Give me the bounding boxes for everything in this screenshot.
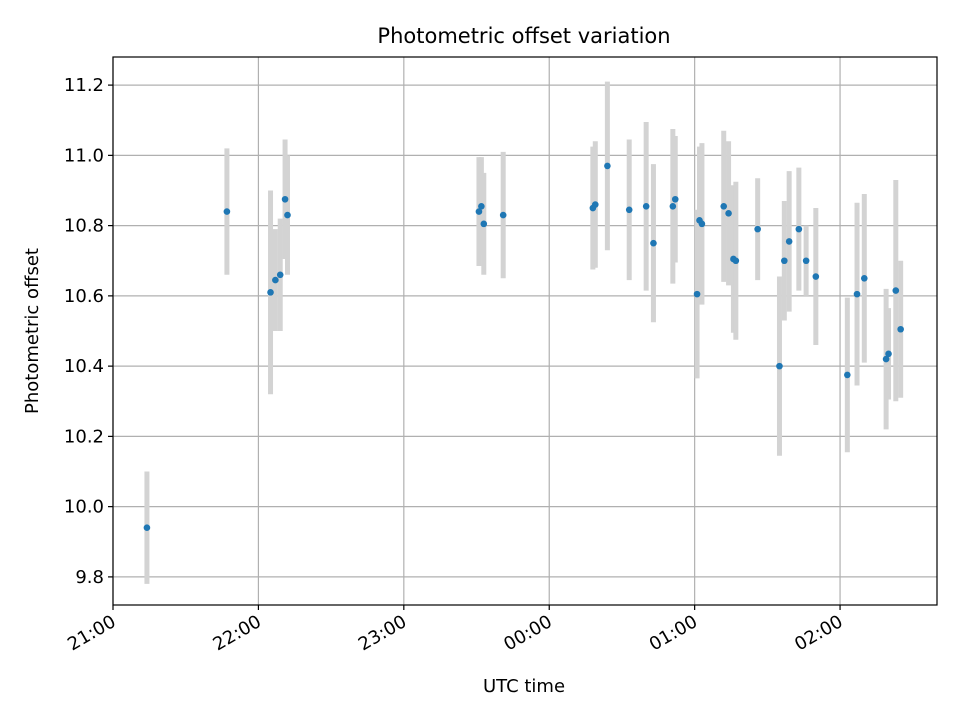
y-tick-label: 10.6 <box>64 286 104 307</box>
data-point <box>223 208 231 215</box>
data-point <box>860 275 868 282</box>
data-point <box>604 162 611 170</box>
y-tick-label: 10.8 <box>64 216 104 237</box>
data-point <box>892 287 900 294</box>
data-point <box>795 225 803 233</box>
data-point <box>650 239 657 247</box>
data-point <box>625 206 633 214</box>
data-point <box>143 524 151 532</box>
data-point <box>882 355 890 363</box>
data-point <box>671 195 679 203</box>
chart-title: Photometric offset variation <box>377 24 670 48</box>
y-tick-label: 10.2 <box>64 426 104 447</box>
data-point <box>478 202 485 210</box>
data-point <box>732 257 740 265</box>
data-point <box>785 238 793 245</box>
y-tick-label: 11.0 <box>64 145 104 166</box>
data-point <box>276 271 284 279</box>
data-point <box>284 211 291 219</box>
y-tick-label: 9.8 <box>75 567 104 588</box>
y-axis-label: Photometric offset <box>22 248 43 414</box>
data-point <box>776 362 783 370</box>
data-point <box>693 290 701 298</box>
data-point <box>720 202 728 210</box>
data-point <box>642 202 650 210</box>
data-points <box>143 162 904 532</box>
x-axis: 21:00 22:00 23:00 00:00 01:00 02:00 <box>64 605 847 655</box>
x-tick-label: 00:00 <box>500 611 555 655</box>
y-tick-label: 11.2 <box>64 75 104 96</box>
data-point <box>781 257 788 265</box>
data-point <box>591 201 599 208</box>
data-point <box>267 289 274 296</box>
data-point <box>812 273 820 280</box>
data-point <box>475 208 483 215</box>
y-tick-label: 10.4 <box>64 356 104 377</box>
x-tick-label: 22:00 <box>209 611 264 655</box>
data-point <box>480 220 488 228</box>
x-axis-label: UTC time <box>483 676 565 697</box>
error-bars <box>144 81 904 584</box>
y-axis: 9.8 10.0 10.2 10.4 10.6 10.8 11.0 11.2 <box>64 75 113 588</box>
data-point <box>725 210 732 217</box>
x-tick-label: 21:00 <box>64 611 119 655</box>
data-point <box>272 276 279 284</box>
data-point <box>885 350 892 358</box>
data-point <box>281 195 289 203</box>
data-point <box>802 257 810 265</box>
data-point <box>669 202 677 210</box>
x-tick-label: 23:00 <box>355 611 410 655</box>
y-tick-label: 10.0 <box>64 497 104 518</box>
data-point <box>897 325 904 333</box>
data-point <box>499 211 507 219</box>
x-tick-label: 01:00 <box>646 611 701 655</box>
data-point <box>754 225 761 233</box>
data-point <box>844 371 851 379</box>
x-tick-label: 02:00 <box>791 611 846 655</box>
data-point <box>853 290 861 298</box>
data-point <box>698 220 706 228</box>
plot-frame <box>112 56 938 606</box>
